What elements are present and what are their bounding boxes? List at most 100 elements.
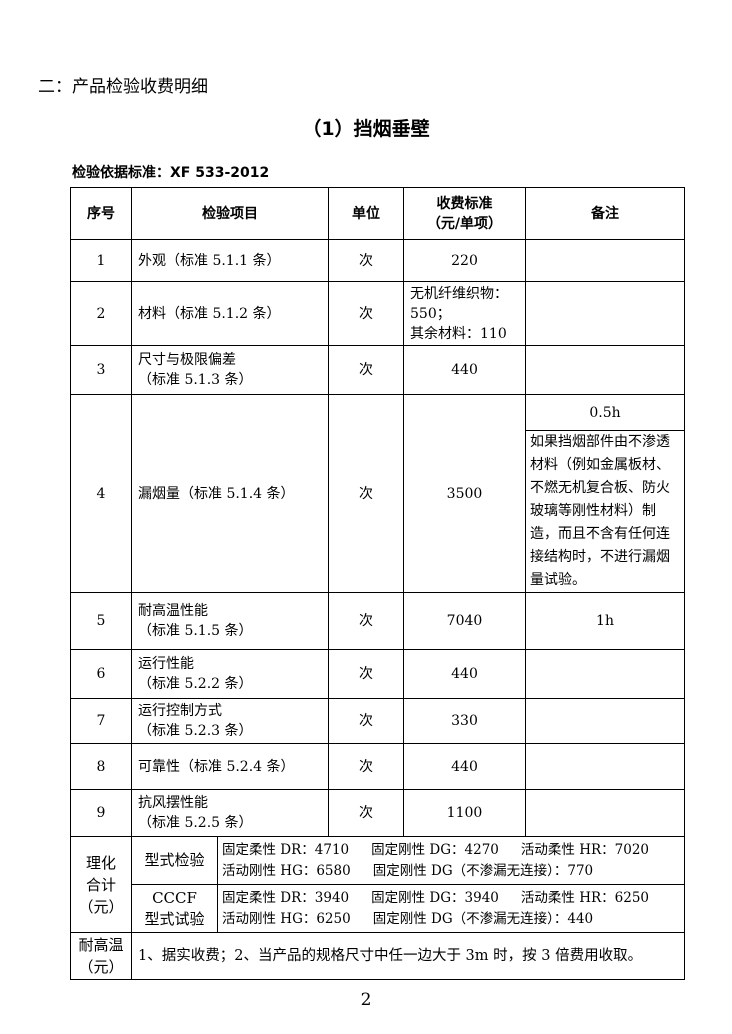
row-unit: 次 (328, 281, 404, 346)
fee-line: 无机纤维织物： (410, 285, 508, 302)
header-item: 检验项目 (131, 187, 329, 240)
cccf-test-label: CCCF 型式试验 (131, 884, 218, 933)
row-unit: 次 (328, 649, 404, 699)
row-fee: 440 (403, 345, 526, 395)
row-remark: 0.5h (525, 394, 685, 431)
item-text: （标准 5.1.5 条） (138, 623, 253, 639)
summary-label-l3: （元） (78, 897, 124, 916)
row-unit: 次 (328, 345, 404, 395)
row-no: 8 (70, 743, 132, 790)
summary-cccf-test: CCCF 型式试验 固定柔性 DR：3940 固定刚性 DG：3940 活动柔性 HR… (71, 884, 685, 933)
item-text: （标准 5.2.2 条） (138, 676, 253, 692)
row-item: 抗风摆性能 （标准 5.2.5 条） (131, 789, 329, 837)
row-fee: 220 (403, 239, 526, 282)
row-item: 耐高温性能 （标准 5.1.5 条） (131, 592, 329, 650)
fee-dg: 固定刚性 DG：4270 (371, 841, 499, 858)
row-fee: 440 (403, 743, 526, 790)
table-row-sub: 如果挡烟部件由不渗透材料（例如金属板材、不燃无机复合板、防火玻璃等刚性材料）制造… (71, 430, 685, 593)
row-remark: 1h (525, 592, 685, 650)
row-fee: 无机纤维织物： 550； 其余材料：110 (403, 281, 526, 346)
fee-dg-nolink: 固定刚性 DG（不渗漏无连接）：770 (372, 862, 594, 879)
item-text: 尺寸与极限偏差 (138, 352, 236, 368)
table-row: 8 可靠性（标准 5.2.4 条） 次 440 (70, 743, 685, 790)
row-item: 可靠性（标准 5.2.4 条） (131, 743, 329, 790)
header-fee-l2: （元/单项） (426, 215, 503, 232)
fire-resistance-row: 耐高温 （元） 1、据实收费；2、当产品的规格尺寸中任一边大于 3m 时，按 3 … (70, 932, 685, 980)
section-heading: 二：产品检验收费明细 (38, 77, 208, 97)
fee-dr: 固定柔性 DR：3940 (222, 889, 350, 906)
table-header: 序号 检验项目 单位 收费标准 （元/单项） 备注 (70, 187, 685, 240)
summary-type-test: 理化 合计 （元） 型式检验 固定柔性 DR：4710 固定刚性 DG：4270 活动柔… (70, 836, 685, 933)
row-unit: 次 (328, 789, 404, 837)
row-unit: 次 (328, 592, 404, 650)
header-remark: 备注 (525, 187, 685, 240)
fire-label-l2: （元） (78, 958, 124, 976)
table-row: 2 材料（标准 5.1.2 条） 次 无机纤维织物： 550； 其余材料：110 (70, 281, 685, 346)
fee-hg: 活动刚性 HG：6250 (222, 910, 351, 927)
row-no: 6 (70, 649, 132, 699)
fee-dg-nolink: 固定刚性 DG（不渗漏无连接）：440 (372, 910, 594, 927)
fee-dg: 固定刚性 DG：3940 (371, 889, 499, 906)
row-no: 7 (70, 698, 132, 744)
item-text: （标准 5.2.3 条） (138, 723, 253, 739)
fee-line: 其余材料：110 (410, 325, 507, 342)
fire-label-l1: 耐高温 (78, 936, 124, 954)
row-remark (525, 649, 685, 699)
page-number: 2 (360, 990, 372, 1010)
item-text: 耐高温性能 (138, 603, 208, 619)
standard-basis: 检验依据标准：XF 533-2012 (72, 165, 270, 181)
fire-note: 1、据实收费；2、当产品的规格尺寸中任一边大于 3m 时，按 3 倍费用收取。 (131, 932, 685, 980)
fire-label: 耐高温 （元） (70, 932, 132, 980)
row-remark (525, 743, 685, 790)
row-unit: 次 (328, 698, 404, 744)
row-remark (525, 789, 685, 837)
row-remark (525, 239, 685, 282)
row-fee: 1100 (403, 789, 526, 837)
row-item: 漏烟量（标准 5.1.4 条） (131, 394, 329, 593)
summary-label-l1: 理化 (85, 853, 116, 872)
item-text: 外观（标准 5.1.1 条） (138, 252, 281, 269)
item-text: 运行性能 (138, 656, 194, 672)
item-text: （标准 5.1.3 条） (138, 372, 253, 388)
row-unit: 次 (328, 394, 404, 593)
cccf-label-l2: 型式试验 (144, 909, 205, 928)
table-row: 4 漏烟量（标准 5.1.4 条） 次 3500 0.5h (70, 394, 685, 593)
row-fee: 330 (403, 698, 526, 744)
fee-hr: 活动柔性 HR：6250 (520, 889, 649, 906)
type-test-values: 固定柔性 DR：4710 固定刚性 DG：4270 活动柔性 HR：7020 活动刚… (217, 836, 685, 885)
row-item: 运行控制方式 （标准 5.2.3 条） (131, 698, 329, 744)
fee-hg: 活动刚性 HG：6580 (222, 862, 351, 879)
row-remark (525, 281, 685, 346)
row-item: 外观（标准 5.1.1 条） (131, 239, 329, 282)
cccf-test-values: 固定柔性 DR：3940 固定刚性 DG：3940 活动柔性 HR：6250 活动刚… (217, 884, 685, 933)
fee-table: 序号 检验项目 单位 收费标准 （元/单项） 备注 1 外观（标准 5.1.1 条… (70, 187, 685, 980)
table-row: 3 尺寸与极限偏差 （标准 5.1.3 条） 次 440 (70, 345, 685, 395)
row-fee: 440 (403, 649, 526, 699)
row-unit: 次 (328, 743, 404, 790)
row-remark-note: 如果挡烟部件由不渗透材料（例如金属板材、不燃无机复合板、防火玻璃等刚性材料）制造… (525, 430, 685, 593)
row-fee: 3500 (403, 394, 526, 593)
row-no: 9 (70, 789, 132, 837)
row-unit: 次 (328, 239, 404, 282)
table-row: 1 外观（标准 5.1.1 条） 次 220 (70, 239, 685, 282)
fee-dr: 固定柔性 DR：4710 (222, 841, 350, 858)
header-unit: 单位 (328, 187, 404, 240)
row-no: 3 (70, 345, 132, 395)
fee-hr: 活动柔性 HR：7020 (520, 841, 649, 858)
row-item: 尺寸与极限偏差 （标准 5.1.3 条） (131, 345, 329, 395)
row-no: 2 (70, 281, 132, 346)
row-remark (525, 698, 685, 744)
item-text: 运行控制方式 (138, 703, 222, 719)
page-title: （1）挡烟垂壁 (302, 118, 430, 140)
header-fee-l1: 收费标准 (436, 195, 493, 212)
header-fee: 收费标准 （元/单项） (403, 187, 526, 240)
row-no: 4 (70, 394, 132, 593)
item-text: （标准 5.2.5 条） (138, 815, 253, 831)
summary-label: 理化 合计 （元） (70, 836, 132, 933)
item-text: 抗风摆性能 (138, 795, 208, 811)
type-test-label: 型式检验 (131, 836, 218, 885)
row-item: 材料（标准 5.1.2 条） (131, 281, 329, 346)
row-item: 运行性能 （标准 5.2.2 条） (131, 649, 329, 699)
row-remark (525, 345, 685, 395)
table-row: 5 耐高温性能 （标准 5.1.5 条） 次 7040 1h (70, 592, 685, 650)
